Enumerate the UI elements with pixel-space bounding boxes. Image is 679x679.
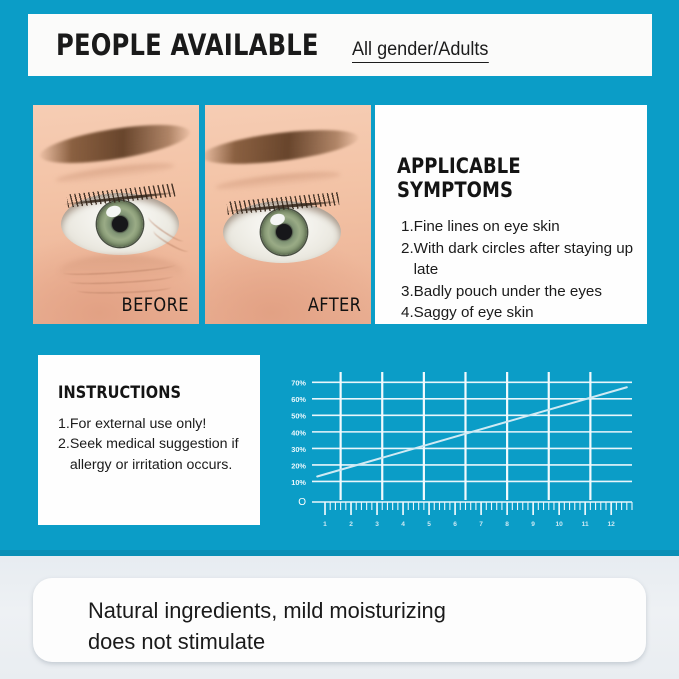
footer-card: Natural ingredients, mild moisturizing d… bbox=[33, 578, 646, 662]
eye-pupil bbox=[276, 224, 292, 240]
list-item: 2. Seek medical suggestion if allergy or… bbox=[58, 434, 260, 475]
y-axis-tick-label: 30% bbox=[291, 445, 306, 454]
after-photo: AFTER bbox=[205, 105, 371, 324]
list-item-label: Seek medical suggestion if allergy or ir… bbox=[69, 436, 239, 473]
page-title: PEOPLE AVAILABLE bbox=[56, 27, 319, 62]
list-item-number: 1. bbox=[401, 218, 414, 235]
x-axis-tick-label: 6 bbox=[453, 521, 457, 528]
list-item: 1. Fine lines on eye skin bbox=[401, 216, 647, 238]
list-item: 2. With dark circles after staying up la… bbox=[401, 238, 647, 281]
list-item-label: Badly pouch under the eyes bbox=[413, 282, 602, 300]
y-axis-tick-label: 40% bbox=[291, 428, 306, 437]
list-item-label: Fine lines on eye skin bbox=[413, 218, 560, 235]
x-axis-tick-label: 7 bbox=[479, 521, 483, 528]
chart-canvas: 10%20%30%40%50%60%70%O1 2 3 4 5 6 7 8 9 10 11 12 bbox=[291, 372, 633, 528]
x-axis-tick-label: 2 bbox=[349, 521, 353, 528]
x-axis-tick-label: 4 bbox=[401, 521, 405, 528]
list-item-number: 1. bbox=[58, 416, 70, 432]
eye-pupil bbox=[112, 216, 128, 232]
list-item-number: 3. bbox=[401, 282, 414, 300]
instructions-heading: INSTRUCTIONS bbox=[58, 383, 182, 403]
x-axis-tick-label: 11 bbox=[582, 521, 589, 528]
efficacy-chart: 10% 20% 30% 40% 50% 60% 70% O 1 2 3 4 5 6 7 8 9 10 11 12 bbox=[278, 366, 636, 542]
blue-background-edge bbox=[0, 550, 679, 556]
y-axis-tick-label: 50% bbox=[291, 412, 306, 421]
after-label: AFTER bbox=[307, 294, 361, 316]
header-card: PEOPLE AVAILABLE All gender/Adults bbox=[28, 14, 652, 76]
before-photo: BEFORE bbox=[33, 105, 199, 324]
x-axis-tick-label: 5 bbox=[427, 521, 431, 528]
y-axis-tick-label: 70% bbox=[291, 379, 306, 388]
symptoms-card: APPLICABLE SYMPTOMS 1. Fine lines on eye… bbox=[375, 105, 647, 324]
footer-area: Natural ingredients, mild moisturizing d… bbox=[0, 556, 679, 679]
symptoms-list: 1. Fine lines on eye skin 2. With dark c… bbox=[401, 216, 647, 324]
list-item-number: 4. bbox=[401, 304, 414, 322]
symptoms-heading: APPLICABLE SYMPTOMS bbox=[397, 154, 521, 202]
under-eye-pouch bbox=[59, 255, 183, 289]
y-axis-tick-label: 20% bbox=[291, 461, 306, 470]
before-label: BEFORE bbox=[121, 294, 189, 316]
chart-origin-label: O bbox=[298, 497, 306, 508]
x-axis-tick-label: 9 bbox=[531, 521, 535, 528]
eye-iris bbox=[261, 209, 307, 255]
x-axis-tick-label: 10 bbox=[555, 521, 563, 528]
instructions-list: 1. For external use only! 2. Seek medica… bbox=[58, 414, 260, 475]
list-item: 1. For external use only! bbox=[58, 414, 260, 434]
list-item-label: With dark circles after staying up late bbox=[413, 239, 634, 279]
list-item-label: Saggy of eye skin bbox=[413, 304, 534, 322]
y-axis-tick-label: 60% bbox=[291, 395, 306, 404]
footer-tagline: Natural ingredients, mild moisturizing d… bbox=[88, 598, 446, 655]
x-axis-tick-label: 1 bbox=[323, 521, 327, 528]
list-item: 4. Saggy of eye skin bbox=[401, 302, 647, 324]
x-axis-tick-label: 8 bbox=[505, 521, 509, 528]
instructions-card: INSTRUCTIONS 1. For external use only! 2… bbox=[38, 355, 260, 525]
y-axis-tick-label: 10% bbox=[291, 478, 306, 487]
header-subtitle: All gender/Adults bbox=[352, 39, 489, 63]
list-item-number: 2. bbox=[401, 239, 414, 257]
x-axis-tick-label: 12 bbox=[608, 521, 616, 528]
eye-iris bbox=[97, 201, 143, 247]
chart-trend-line bbox=[316, 386, 628, 478]
list-item-number: 2. bbox=[58, 436, 70, 453]
list-item-label: For external use only! bbox=[69, 416, 207, 432]
x-axis-tick-label: 3 bbox=[375, 521, 379, 528]
header-inner: PEOPLE AVAILABLE All gender/Adults bbox=[28, 28, 496, 63]
list-item: 3. Badly pouch under the eyes bbox=[401, 281, 647, 303]
